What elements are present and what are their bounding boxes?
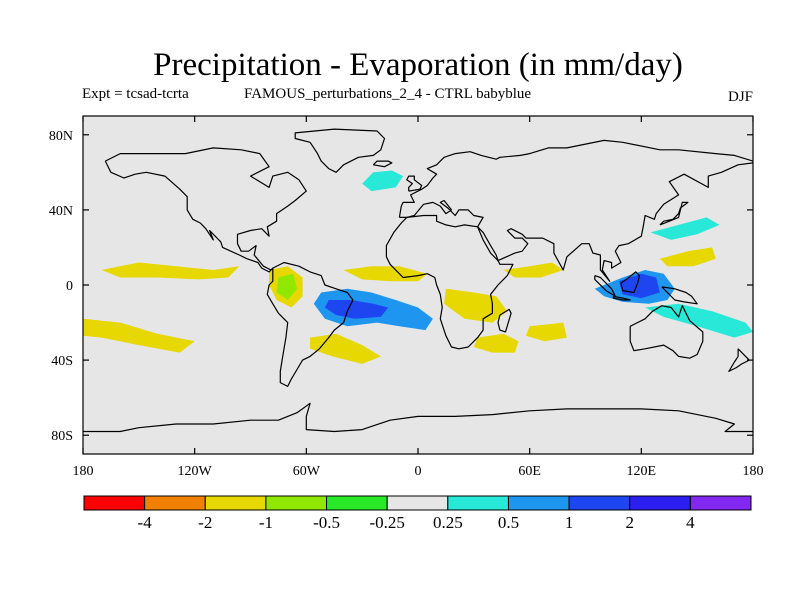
longitude-axis: 180 120W 60W 0 60E 120E 180: [73, 116, 764, 479]
region-amazon-dry-core: [276, 273, 297, 300]
coastline-south-america: [266, 261, 354, 387]
colorbar-label: 0.5: [498, 513, 519, 532]
coastline-greenland: [294, 128, 386, 173]
region-brazil-core-wet: [324, 300, 389, 319]
figure-title: Precipitation - Evaporation (in mm/day): [153, 47, 683, 83]
region-sw-indian-dry: [473, 333, 519, 353]
lat-tick-label: 0: [66, 279, 73, 294]
experiment-label: Expt = tcsad-tcrta: [82, 86, 189, 102]
season-label: DJF: [728, 89, 753, 105]
colorbar: -4 -2 -1 -0.5 -0.25 0.25 0.5 1 2 4: [83, 495, 752, 532]
colorbar-swatch: [507, 495, 570, 511]
coastline-madagascar: [497, 308, 512, 333]
lat-tick-label: 80N: [49, 129, 73, 144]
coastline-uk: [406, 175, 423, 192]
lon-tick-label: 60E: [518, 464, 541, 479]
coastline-java: [612, 295, 631, 301]
colorbar-label: -4: [138, 513, 153, 532]
colorbar-swatch: [629, 495, 691, 511]
region-n-pacific-wet: [650, 217, 720, 240]
lon-tick-label: 60W: [293, 464, 321, 479]
colorbar-swatch: [386, 495, 449, 511]
comparison-label: FAMOUS_perturbations_2_4 - CTRL babyblue: [244, 86, 531, 102]
colorbar-swatch: [689, 495, 752, 511]
colorbar-label: -0.25: [369, 513, 404, 532]
region-arabian-sea-dry: [503, 262, 564, 278]
colorbar-label: 1: [565, 513, 574, 532]
coastline-new-zealand: [728, 348, 750, 372]
coastline-australia: [629, 305, 704, 359]
region-south-indian-dry: [525, 322, 567, 342]
colorbar-label: -0.5: [313, 513, 340, 532]
colorbar-swatch: [83, 495, 146, 511]
colorbar-label: -2: [198, 513, 212, 532]
colorbar-swatch: [204, 495, 267, 511]
lat-tick-label: 80S: [51, 429, 73, 444]
colorbar-swatch: [447, 495, 509, 511]
lon-tick-label: 180: [73, 464, 94, 479]
coastline-japan: [659, 201, 689, 226]
colorbar-label: 4: [686, 513, 695, 532]
coastline-antarctica: [83, 402, 753, 433]
region-south-atlantic-dry: [310, 333, 381, 364]
colorbar-swatch: [144, 495, 206, 511]
colorbar-label: 2: [625, 513, 634, 532]
coastline-borneo: [620, 271, 641, 294]
lat-tick-label: 40N: [49, 204, 73, 219]
coastline-north-america: [104, 147, 307, 273]
lon-tick-label: 120W: [178, 464, 213, 479]
map-panel: [82, 115, 754, 455]
region-w-pacific-dry: [659, 247, 716, 267]
region-south-pacific-dry: [83, 318, 195, 353]
latitude-axis: 80N 40N 0 40S 80S: [49, 129, 753, 444]
coastline-eurasia: [398, 139, 753, 282]
coastline-iceland: [372, 160, 393, 168]
lat-tick-label: 40S: [51, 354, 73, 369]
colorbar-swatch: [265, 495, 328, 511]
region-itcz-east-pacific-dry: [101, 262, 240, 280]
lon-tick-label: 180: [743, 464, 764, 479]
coastline-africa: [385, 214, 514, 350]
colorbar-label: 0.25: [433, 513, 463, 532]
region-n-atlantic-wet: [362, 170, 404, 192]
colorbar-swatch: [326, 495, 388, 511]
colorbar-label: -1: [259, 513, 273, 532]
lon-tick-label: 0: [415, 464, 422, 479]
lon-tick-label: 120E: [627, 464, 657, 479]
coastlines: [83, 128, 753, 433]
colorbar-swatch: [568, 495, 631, 511]
region-sw-pacific-wet: [645, 303, 753, 338]
coastline-new-guinea: [661, 286, 698, 305]
